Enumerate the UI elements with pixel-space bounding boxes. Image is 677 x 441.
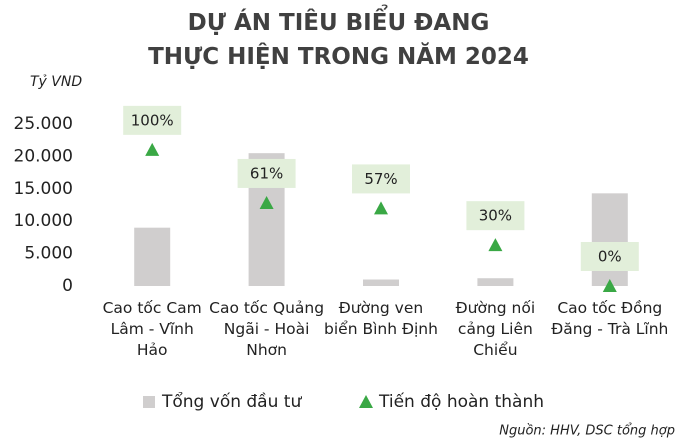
progress-marker [488,238,503,252]
x-tick-label: Đường nối cảng Liên Chiểu [455,299,536,359]
value-label: 57% [364,170,397,188]
chart-title: THỰC HIỆN TRONG NĂM 2024 [148,44,529,70]
progress-marker [145,142,160,156]
legend-label: Tổng vốn đầu tư [161,391,302,412]
bar [591,193,628,286]
value-label-box [352,164,410,194]
bar [134,227,171,286]
progress-marker [259,195,274,209]
value-label: 100% [131,111,174,129]
value-label: 61% [250,164,283,182]
y-tick-label: 0 [62,276,73,296]
chart-title: DỰ ÁN TIÊU BIỂU ĐANG [187,10,490,36]
axis-unit: Tỷ VND [30,74,82,90]
value-label-box [237,158,296,188]
source: Nguồn: HHV, DSC tổng hợp [499,424,675,439]
value-label-box [466,201,525,231]
x-tick-label: Cao tốc Đồng Đăng - Trà Lĩnh [551,299,669,338]
progress-marker [374,201,388,215]
bar [363,279,399,286]
legend-swatch [143,396,155,408]
x-tick-label: Đường ven biển Bình Định [324,299,438,338]
value-label: 30% [479,207,512,225]
x-tick-label: Cao tốc Cam Lâm - Vĩnh Hảo [102,299,202,359]
value-label: 0% [598,248,622,266]
y-tick-label: 15.000 [14,179,73,199]
value-label-box [580,242,639,271]
value-label-box [123,105,182,135]
bar [477,278,514,286]
legend-label: Tiến độ hoàn thành [378,391,544,412]
y-tick-label: 10.000 [14,211,73,231]
progress-marker [602,279,617,292]
legend-swatch [359,395,373,408]
y-tick-label: 5.000 [24,244,73,264]
y-tick-label: 25.000 [14,114,73,134]
x-tick-label: Cao tốc Quảng Ngãi - Hoài Nhơn [209,299,325,359]
y-tick-label: 20.000 [14,146,73,166]
